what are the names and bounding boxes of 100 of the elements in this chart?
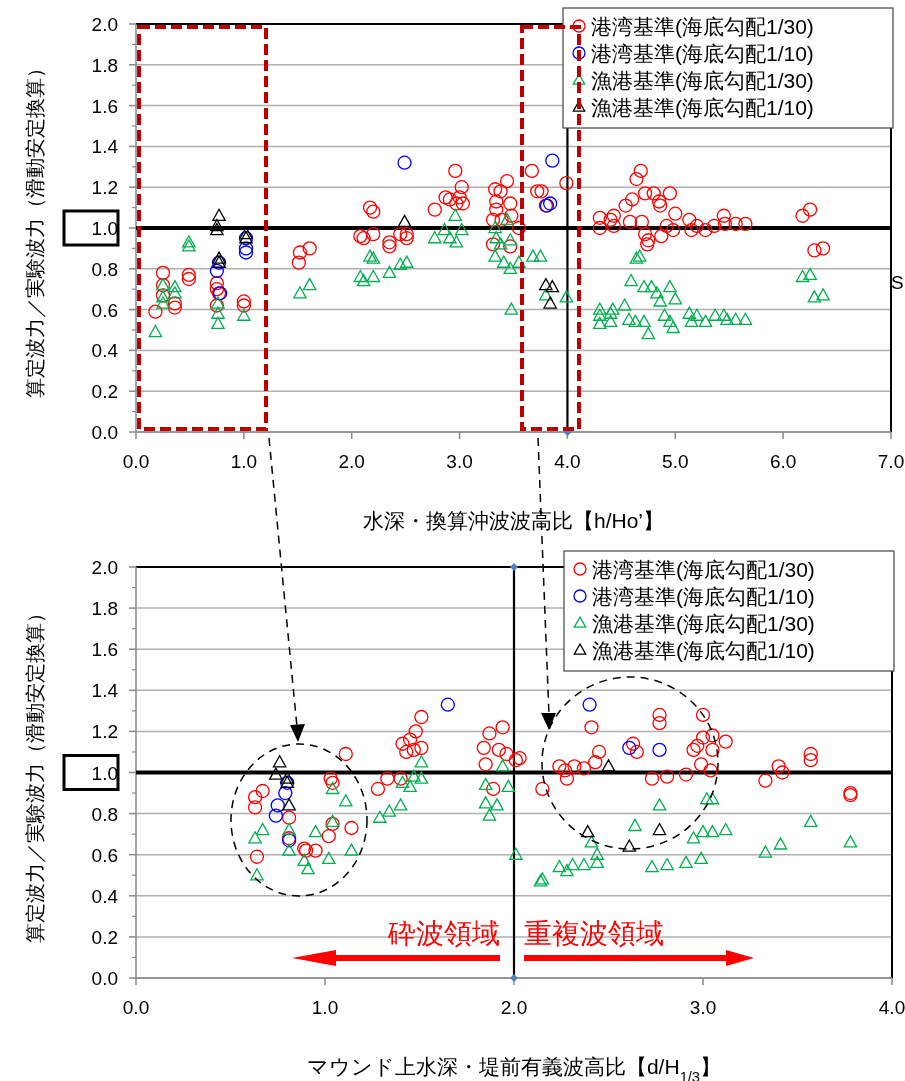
annotation: 砕波領域 [387,918,500,949]
point [212,251,226,264]
y-tick-label: 0.8 [91,258,118,280]
point [282,843,296,856]
point [478,796,493,809]
legend-label: 漁港基準(海底勾配1/30) [591,69,814,92]
y-tick-label: 0.4 [91,340,119,362]
point [372,810,387,823]
point [545,153,560,168]
annotation: S [891,272,904,293]
point [397,214,412,228]
y-tick-label: 1.4 [91,680,119,702]
point [407,769,421,782]
point [393,798,408,811]
y-tick-label: 0.4 [91,885,119,907]
x-axis-title: 水深・換算沖波波高比【h/Ho’】 [362,509,665,532]
y-tick-label: 1.2 [91,177,118,199]
point [565,857,580,871]
y-tick-label: 1.0 [91,762,118,784]
y-tick-label: 0.8 [91,803,118,825]
point [584,835,599,848]
y-tick-label: 0.0 [91,968,118,989]
point [552,859,567,873]
point [325,781,340,795]
point [705,824,720,838]
x-tick-label: 0.0 [122,997,150,1018]
point [843,835,858,848]
point [686,831,701,844]
point [440,697,455,712]
y-axis-title: 算定波力／実験波力（滑動安定換算） [24,602,46,943]
point [580,824,595,838]
point [269,767,283,780]
point [301,861,315,875]
point [248,831,262,844]
x-tick-label: 1.0 [311,997,339,1018]
x-tick-label: 2.0 [338,451,365,472]
point [758,845,773,858]
legend-label: 漁港基準(海底勾配1/10) [591,96,814,119]
x-tick-label: 5.0 [662,451,689,472]
point [501,779,516,793]
point [645,859,659,873]
point [238,245,254,260]
point [268,808,284,823]
point [397,155,412,170]
point [278,785,293,801]
point [282,798,296,811]
point [414,755,429,768]
y-tick-label: 0.6 [91,844,118,866]
point [718,822,733,836]
point [699,792,714,805]
y-tick-label: 1.2 [91,721,118,743]
y-tick-label: 2.0 [91,14,118,35]
x-tick-label: 1.0 [230,451,258,472]
point [590,847,604,860]
y-tick-label: 0.2 [91,926,118,948]
point [590,855,604,869]
annotation: 重複波領域 [524,918,664,949]
x-tick-label: 7.0 [877,451,905,472]
point [308,824,323,838]
point [628,818,642,832]
point [679,855,693,869]
point [482,808,497,821]
x-tick-label: 2.0 [500,997,528,1018]
point [660,857,674,871]
y-tick-label: 1.0 [91,218,118,239]
y-tick-label: 1.6 [91,639,118,661]
legend-label: 漁港基準(海底勾配1/10) [592,639,815,662]
point [694,851,708,865]
legend-label: 港湾基準(海底勾配1/10) [592,585,815,608]
point [338,794,353,807]
y-axis-title: 算定波力／実験波力（滑動安定換算） [24,58,46,398]
legend-label: 港湾基準(海底勾配1/10) [591,42,814,65]
point [403,779,417,793]
y-tick-label: 0.0 [91,422,118,443]
x-tick-label: 6.0 [769,451,797,472]
point [622,839,637,852]
y-tick-label: 0.6 [91,299,118,321]
point [560,863,574,877]
point [490,798,504,811]
x-tick-label: 4.0 [878,997,905,1018]
point [212,208,226,221]
point [773,837,788,850]
y-tick-label: 1.8 [91,54,118,76]
point [297,853,312,867]
y-tick-label: 1.6 [91,95,118,117]
point [803,814,818,828]
point [652,742,667,758]
y-tick-label: 2.0 [91,557,118,578]
point [210,218,224,232]
point [696,824,710,838]
x-tick-label: 3.0 [446,451,473,472]
legend-label: 漁港基準(海底勾配1/30) [592,612,815,635]
x-tick-label: 3.0 [689,997,717,1018]
point [543,196,558,211]
point [495,759,510,772]
point [210,222,224,236]
y-tick-label: 0.2 [91,381,118,403]
point [705,792,720,805]
point [382,804,397,817]
point [270,798,285,813]
